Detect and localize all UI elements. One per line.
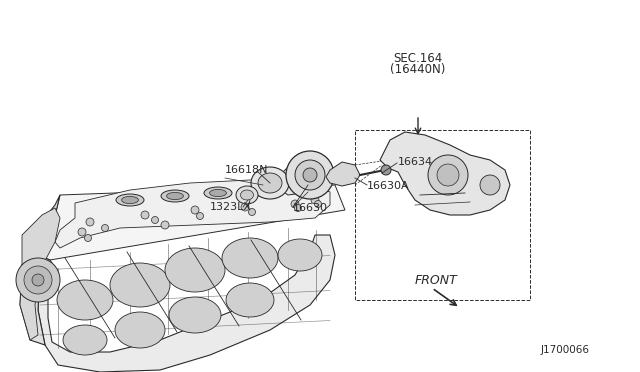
- Circle shape: [191, 206, 199, 214]
- Text: 16634: 16634: [398, 157, 433, 167]
- Polygon shape: [55, 180, 330, 248]
- Text: SEC.164: SEC.164: [394, 52, 443, 65]
- Ellipse shape: [166, 192, 184, 200]
- Circle shape: [428, 155, 468, 195]
- Circle shape: [248, 208, 255, 215]
- Ellipse shape: [222, 238, 278, 278]
- Circle shape: [102, 224, 109, 231]
- Circle shape: [84, 234, 92, 241]
- Ellipse shape: [251, 167, 289, 199]
- Ellipse shape: [226, 283, 274, 317]
- Ellipse shape: [122, 196, 138, 203]
- Circle shape: [381, 165, 391, 175]
- Ellipse shape: [115, 312, 165, 348]
- Ellipse shape: [161, 190, 189, 202]
- Circle shape: [295, 160, 325, 190]
- Ellipse shape: [236, 186, 258, 204]
- Ellipse shape: [110, 263, 170, 307]
- Polygon shape: [45, 185, 345, 260]
- Circle shape: [196, 212, 204, 219]
- Text: 16618N: 16618N: [225, 165, 269, 175]
- Polygon shape: [380, 132, 510, 215]
- Circle shape: [24, 266, 52, 294]
- Circle shape: [291, 200, 299, 208]
- Circle shape: [16, 258, 60, 302]
- Circle shape: [314, 201, 321, 208]
- Circle shape: [141, 211, 149, 219]
- Circle shape: [303, 168, 317, 182]
- Ellipse shape: [169, 297, 221, 333]
- Circle shape: [78, 228, 86, 236]
- Ellipse shape: [204, 187, 232, 199]
- Text: 16630A: 16630A: [367, 181, 410, 191]
- Circle shape: [86, 218, 94, 226]
- Circle shape: [161, 221, 169, 229]
- Circle shape: [32, 274, 44, 286]
- Ellipse shape: [278, 239, 322, 271]
- Text: 1323LX: 1323LX: [210, 202, 252, 212]
- Polygon shape: [20, 195, 60, 345]
- Text: J1700066: J1700066: [541, 345, 590, 355]
- Ellipse shape: [253, 186, 270, 193]
- Ellipse shape: [241, 190, 253, 200]
- Text: FRONT: FRONT: [415, 273, 458, 286]
- Circle shape: [241, 203, 249, 211]
- Circle shape: [286, 151, 334, 199]
- Circle shape: [294, 205, 301, 212]
- Polygon shape: [326, 162, 360, 186]
- Ellipse shape: [116, 194, 144, 206]
- Text: (16440N): (16440N): [390, 63, 445, 76]
- Ellipse shape: [210, 189, 227, 196]
- Ellipse shape: [248, 184, 276, 196]
- Polygon shape: [38, 235, 335, 372]
- Circle shape: [311, 196, 319, 204]
- Bar: [355, 130, 530, 300]
- Circle shape: [437, 164, 459, 186]
- Text: 16630: 16630: [293, 203, 328, 213]
- Polygon shape: [20, 208, 60, 340]
- Ellipse shape: [63, 325, 107, 355]
- Ellipse shape: [258, 173, 282, 193]
- Ellipse shape: [165, 248, 225, 292]
- Circle shape: [152, 217, 159, 224]
- Ellipse shape: [57, 280, 113, 320]
- Circle shape: [480, 175, 500, 195]
- Polygon shape: [278, 160, 330, 195]
